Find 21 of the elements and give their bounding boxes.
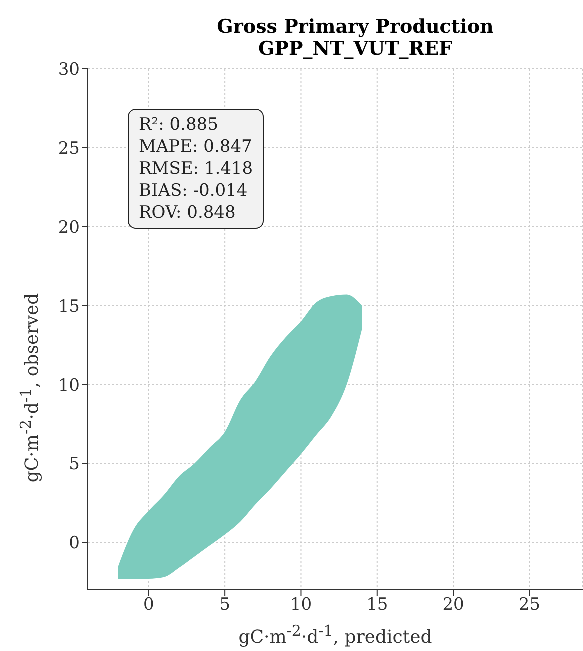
x-axis-title: gC·m$^{-2}$·d$^{-1}$, predicted xyxy=(238,622,434,648)
y-tick-label: 5 xyxy=(69,454,80,475)
annotation: ROV: 0.848 xyxy=(139,202,237,224)
y-tick-label: 15 xyxy=(58,296,80,317)
y-tick-label: 30 xyxy=(58,60,80,80)
chart-title: Gross Primary Production xyxy=(216,16,495,38)
y-tick-label: 25 xyxy=(58,138,80,159)
x-tick-label: 25 xyxy=(518,595,541,616)
y-tick-label: 0 xyxy=(69,534,80,554)
x-tick-label: 10 xyxy=(290,595,312,616)
annotation: RMSE: 1.418 xyxy=(139,158,254,180)
y-tick-label: 10 xyxy=(58,376,80,396)
x-tick-label: 15 xyxy=(366,595,388,616)
y-tick-label: 20 xyxy=(58,218,80,238)
annotation: MAPE: 0.847 xyxy=(139,136,254,158)
x-tick-label: 5 xyxy=(220,595,230,616)
annotation: BIAS: -0.014 xyxy=(139,180,249,202)
annotation: R²: 0.885 xyxy=(139,114,220,136)
x-tick-label: 0 xyxy=(144,595,154,616)
x-tick-label: 20 xyxy=(442,595,464,616)
chart-subtitle: GPP_NT_VUT_REF xyxy=(257,38,454,60)
